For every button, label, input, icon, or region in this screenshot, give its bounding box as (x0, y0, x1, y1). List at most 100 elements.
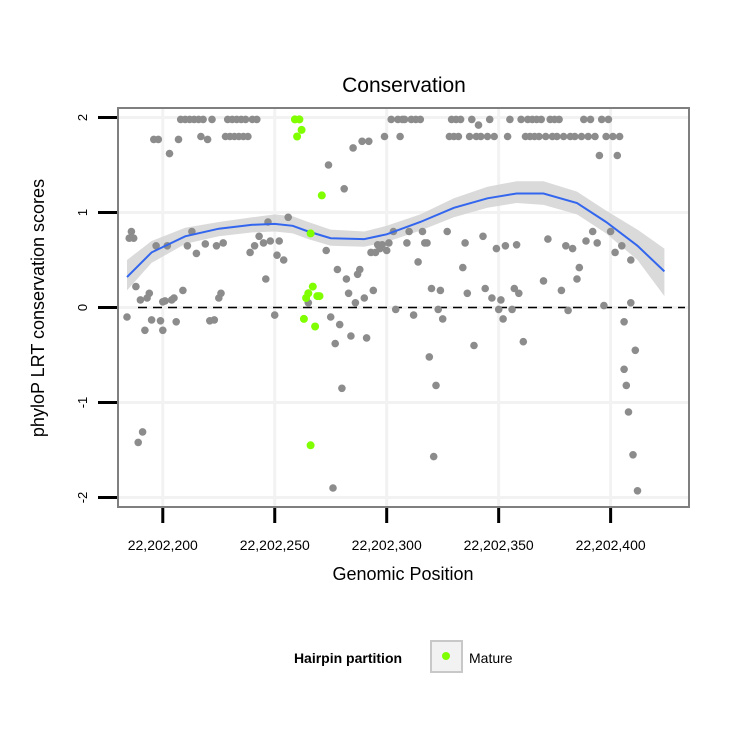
data-point (434, 305, 443, 314)
data-point (326, 313, 335, 321)
data-point (606, 227, 615, 236)
data-point (537, 115, 545, 124)
data-point (344, 289, 353, 298)
data-point (170, 294, 178, 302)
data-point (273, 251, 281, 259)
x-tick-label: 22,202,400 (576, 537, 646, 553)
data-point (627, 299, 635, 307)
mature-points (290, 115, 326, 450)
data-point (416, 115, 425, 124)
data-point (620, 318, 628, 326)
data-point (568, 244, 577, 253)
data-point (380, 132, 389, 141)
x-tick-label: 22,202,200 (128, 537, 198, 553)
data-point (564, 306, 572, 315)
data-point (627, 256, 635, 264)
data-point (562, 242, 570, 250)
data-point (141, 326, 149, 335)
data-point (192, 249, 201, 258)
data-point (618, 242, 626, 250)
data-point (510, 284, 519, 293)
data-point (456, 115, 465, 124)
data-point (553, 132, 561, 141)
data-point (342, 275, 351, 283)
data-point (400, 115, 409, 124)
axes: 22,202,200 22,202,250 22,202,300 22,202,350… (75, 114, 646, 553)
data-point (414, 258, 422, 266)
data-point (555, 115, 563, 124)
data-point (179, 286, 187, 295)
data-point (335, 320, 344, 329)
mature-point (311, 322, 320, 331)
data-point (508, 305, 516, 314)
confidence-band-area (127, 181, 665, 297)
data-point (490, 132, 499, 141)
data-point (584, 132, 592, 141)
data-point (132, 282, 140, 291)
data-point (470, 341, 478, 350)
data-point (210, 316, 219, 324)
y-tick-label: -1 (75, 397, 90, 409)
data-point (494, 305, 503, 314)
legend-title: Hairpin partition (294, 650, 402, 666)
confidence-band (127, 181, 665, 297)
data-point (174, 135, 183, 144)
data-point (244, 132, 252, 141)
data-point (519, 337, 528, 346)
data-point (571, 132, 579, 141)
data-point (454, 132, 463, 141)
data-point (488, 294, 496, 302)
data-point (123, 313, 131, 321)
background-points (123, 115, 642, 495)
mature-point (315, 292, 324, 301)
data-point (443, 227, 452, 236)
data-point (161, 297, 169, 305)
data-point (499, 315, 507, 323)
mature-point (317, 191, 326, 200)
data-point (503, 132, 512, 141)
chart-title: Conservation (342, 74, 466, 97)
data-point (591, 132, 599, 141)
data-point (557, 286, 566, 295)
data-point (541, 132, 550, 141)
data-point (358, 137, 366, 146)
data-point (331, 339, 340, 348)
data-point (201, 240, 210, 248)
data-point (582, 237, 590, 245)
data-point (147, 316, 156, 324)
data-point (199, 115, 207, 124)
data-point (609, 132, 617, 141)
data-point (365, 137, 373, 146)
data-point (577, 132, 586, 141)
y-tick-label: 0 (75, 304, 90, 311)
legend: Hairpin partition Mature (294, 640, 513, 673)
data-point (136, 296, 145, 304)
data-point (284, 213, 293, 222)
legend-mature-dot (442, 652, 450, 660)
data-point (481, 284, 490, 293)
mature-point (297, 125, 306, 134)
data-point (129, 234, 138, 242)
data-point (369, 286, 378, 295)
smooth-trend (126, 192, 666, 278)
data-point (512, 241, 521, 249)
data-point (600, 301, 608, 310)
data-point (418, 227, 427, 236)
data-point (259, 239, 268, 247)
data-point (497, 296, 505, 304)
data-point (405, 227, 413, 236)
data-point (506, 115, 514, 124)
data-point (465, 132, 474, 141)
data-point (197, 132, 205, 141)
mature-point (306, 229, 315, 238)
data-point (324, 161, 333, 169)
mature-point (293, 132, 302, 141)
mature-point (304, 289, 313, 298)
data-point (429, 452, 438, 461)
data-point (212, 242, 221, 250)
data-point (629, 451, 637, 459)
data-point (219, 239, 227, 247)
data-point (270, 311, 279, 319)
data-point (396, 132, 404, 141)
